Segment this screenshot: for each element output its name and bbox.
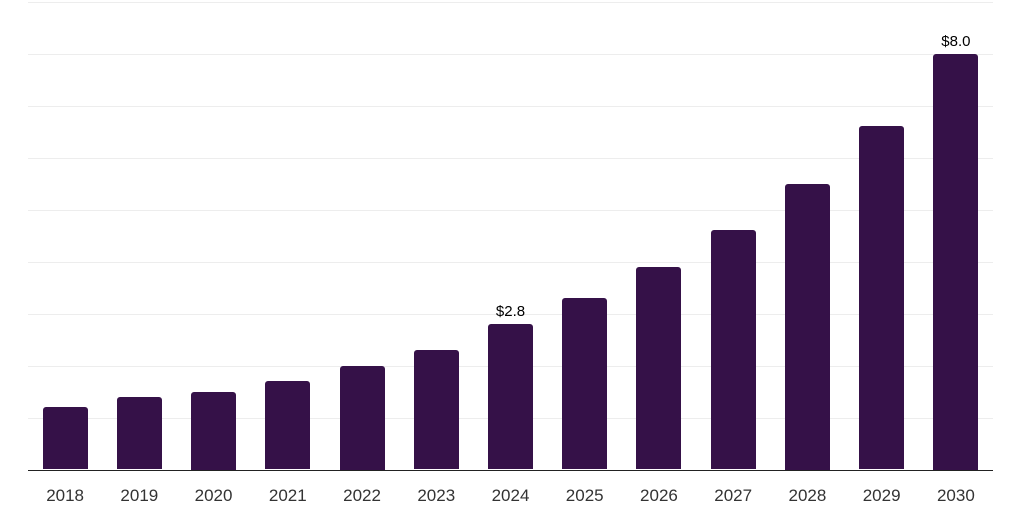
x-tick-label-2021: 2021 xyxy=(268,485,307,505)
x-tick-label-2030: 2030 xyxy=(936,485,975,505)
x-tick-label-2028: 2028 xyxy=(788,485,827,505)
bar-2025 xyxy=(562,297,608,470)
x-axis-line xyxy=(28,469,993,471)
x-tick-label-2027: 2027 xyxy=(714,485,753,505)
x-tick-label-2029: 2029 xyxy=(862,485,901,505)
gridline xyxy=(28,209,993,211)
gridline xyxy=(28,157,993,159)
bar-2022 xyxy=(339,365,385,470)
bar-2027 xyxy=(710,230,756,470)
x-tick-label-2023: 2023 xyxy=(417,485,456,505)
x-tick-label-2026: 2026 xyxy=(640,485,678,505)
gridline xyxy=(28,1,993,3)
bar-2024 xyxy=(488,323,533,470)
bar-2028 xyxy=(784,183,830,470)
bar-value-label-2030: $8.0 xyxy=(941,32,971,50)
bar-2030 xyxy=(933,53,979,470)
bar-2029 xyxy=(859,126,905,470)
bar-2019 xyxy=(116,396,162,470)
x-tick-label-2018: 2018 xyxy=(46,485,85,505)
bar-2020 xyxy=(191,391,237,470)
bar-2021 xyxy=(265,381,311,470)
gridline xyxy=(28,261,993,263)
gridline xyxy=(28,313,993,315)
bar-2026 xyxy=(636,266,682,470)
x-tick-label-2022: 2022 xyxy=(343,485,381,505)
bar-2018 xyxy=(42,407,88,470)
gridline xyxy=(28,53,993,55)
x-tick-label-2019: 2019 xyxy=(120,485,159,505)
gridline xyxy=(28,105,993,107)
x-tick-label-2020: 2020 xyxy=(194,485,233,505)
bar-value-label-2024: $2.8 xyxy=(495,302,526,320)
x-tick-label-2025: 2025 xyxy=(565,485,604,505)
bar-2023 xyxy=(413,349,459,470)
x-tick-label-2024: 2024 xyxy=(491,485,530,505)
